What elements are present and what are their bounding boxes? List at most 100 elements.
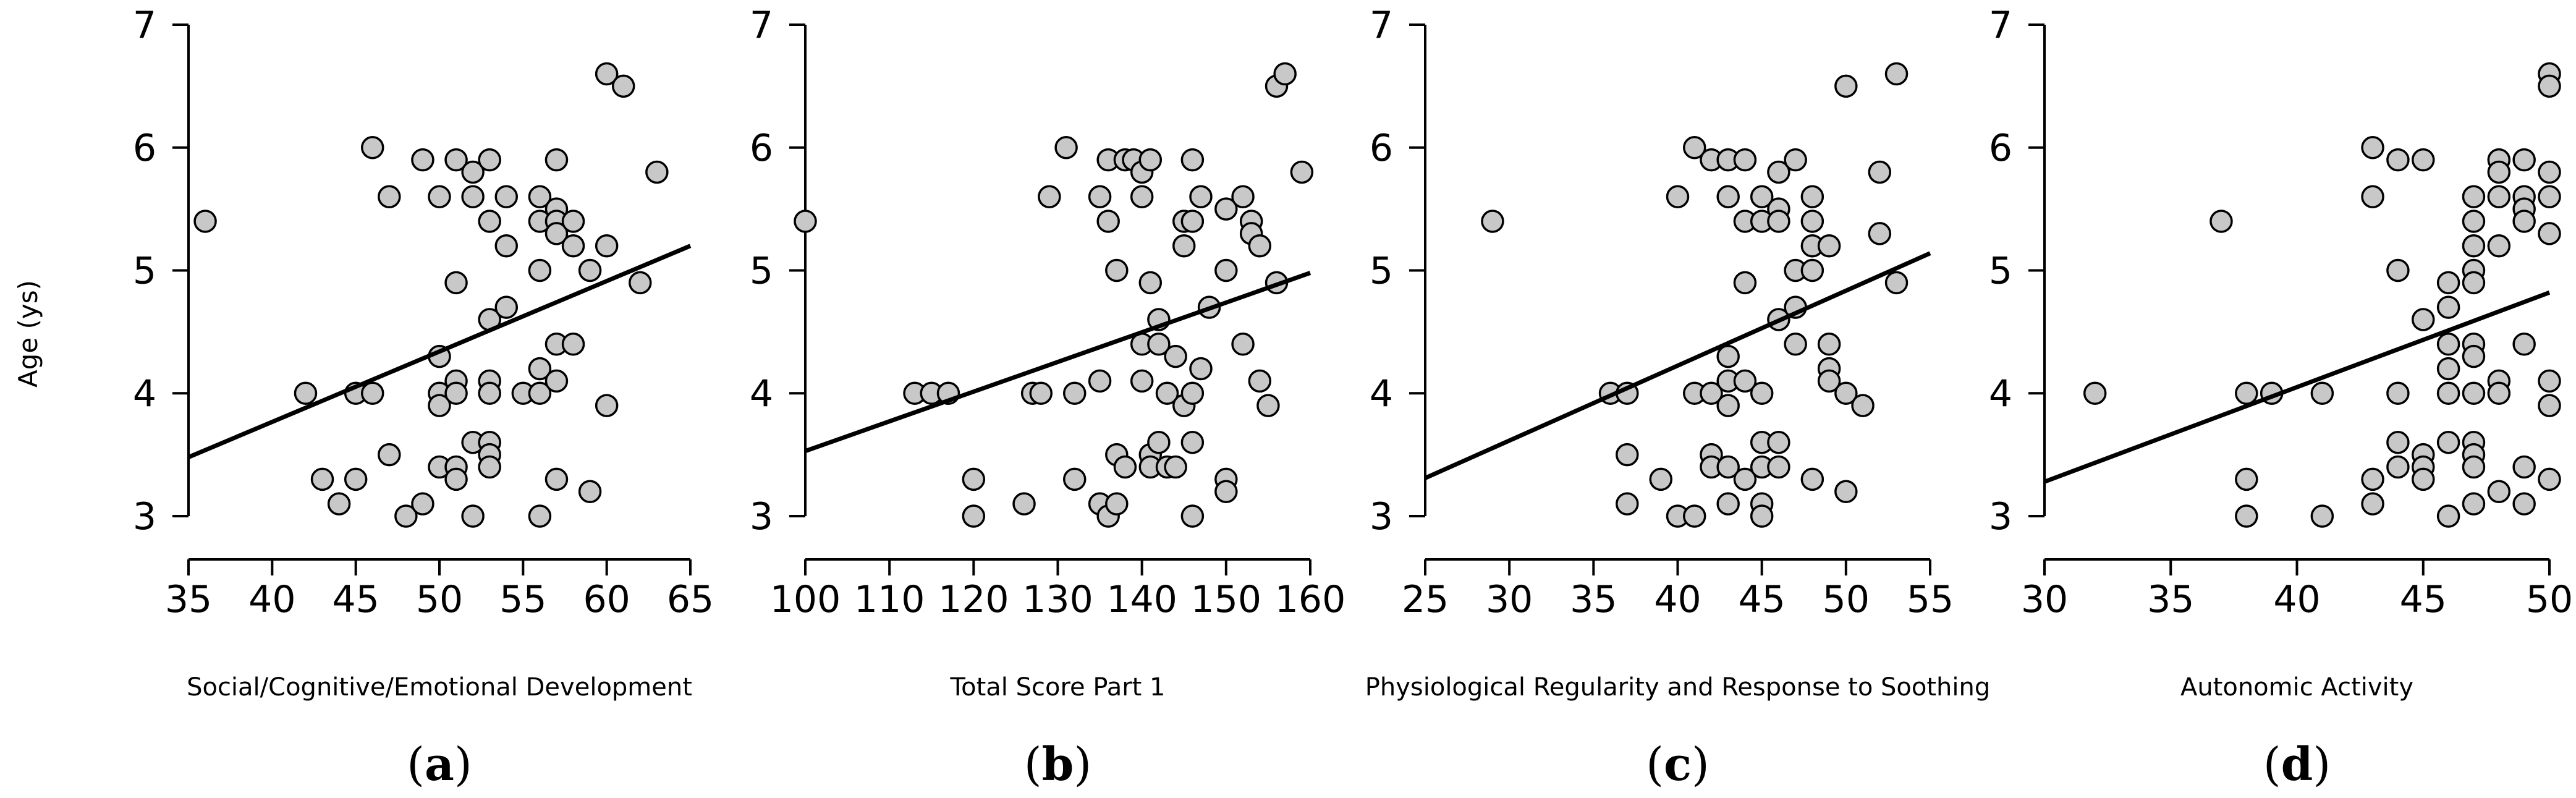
data-point xyxy=(2412,467,2435,491)
data-point xyxy=(794,210,817,233)
data-point xyxy=(1062,381,1087,405)
data-point xyxy=(2462,344,2486,368)
data-point xyxy=(1800,258,1824,282)
data-point xyxy=(327,492,351,516)
data-point xyxy=(629,271,652,295)
data-point xyxy=(645,160,669,184)
data-point xyxy=(2361,185,2384,208)
data-point xyxy=(1834,74,1858,98)
data-point xyxy=(544,369,569,393)
data-point xyxy=(1231,185,1255,208)
data-point xyxy=(2462,492,2486,516)
data-point xyxy=(1800,185,1824,208)
data-point xyxy=(1180,148,1205,172)
data-point xyxy=(2538,467,2561,491)
data-point xyxy=(1088,369,1112,393)
data-point xyxy=(1231,333,1255,356)
data-point xyxy=(1189,357,1213,381)
data-point xyxy=(461,185,485,208)
x-axis-label: Physiological Regularity and Response to… xyxy=(1365,673,1990,702)
data-point xyxy=(1750,185,1774,208)
data-point xyxy=(378,443,401,467)
data-point xyxy=(2462,185,2486,208)
data-point xyxy=(1616,443,1639,467)
data-point xyxy=(2386,455,2410,479)
data-point xyxy=(2462,271,2486,295)
data-point xyxy=(1884,62,1909,86)
panel-label: (b) xyxy=(1024,738,1092,791)
data-point xyxy=(1716,455,1740,479)
x-tick-label: 30 xyxy=(1486,578,1533,621)
data-point xyxy=(1012,492,1036,516)
data-point xyxy=(1180,504,1205,528)
data-point xyxy=(2412,148,2435,172)
data-point xyxy=(1649,467,1673,491)
data-point xyxy=(962,467,986,491)
data-point xyxy=(478,381,501,405)
data-point xyxy=(411,148,434,172)
data-point xyxy=(2361,467,2384,491)
data-point xyxy=(411,492,434,516)
data-point xyxy=(2436,381,2460,405)
data-point xyxy=(193,210,217,233)
x-tick-label: 35 xyxy=(2147,578,2194,621)
data-point xyxy=(2538,74,2561,98)
x-tick-label: 130 xyxy=(1022,578,1093,621)
data-point xyxy=(1884,271,1909,295)
data-point xyxy=(1767,210,1790,233)
trend-line xyxy=(1424,251,1931,480)
y-tick-label: 7 xyxy=(1370,4,1393,47)
y-tick-label: 7 xyxy=(1989,4,2012,47)
y-tick-label: 4 xyxy=(133,372,156,415)
data-point xyxy=(478,210,501,233)
data-point xyxy=(1868,160,1892,184)
data-point xyxy=(1834,381,1858,405)
data-point xyxy=(444,381,468,405)
data-point xyxy=(1682,136,1706,159)
data-point xyxy=(1062,467,1087,491)
x-axis-label: Social/Cognitive/Emotional Development xyxy=(187,673,692,702)
x-tick-label: 25 xyxy=(1402,578,1449,621)
data-point xyxy=(1113,455,1137,479)
data-point xyxy=(1700,381,1723,405)
data-point xyxy=(1273,62,1297,86)
data-point xyxy=(1817,369,1841,393)
y-tick-label: 3 xyxy=(1989,495,2012,538)
panel-label: (a) xyxy=(407,738,472,791)
data-point xyxy=(528,357,552,381)
trend-line xyxy=(804,271,1311,453)
data-point xyxy=(2210,210,2233,233)
data-point xyxy=(2462,210,2486,233)
y-tick-label: 6 xyxy=(750,127,773,170)
data-point xyxy=(1767,455,1790,479)
data-point xyxy=(1214,258,1238,282)
data-point xyxy=(2436,504,2460,528)
data-point xyxy=(2235,504,2258,528)
data-point xyxy=(1817,234,1841,258)
y-tick-label: 6 xyxy=(1370,127,1393,170)
y-tick-label: 5 xyxy=(133,250,156,293)
data-point xyxy=(2436,357,2460,381)
data-point xyxy=(2412,308,2435,331)
data-point xyxy=(428,185,451,208)
data-point xyxy=(1105,258,1129,282)
x-tick-label: 100 xyxy=(770,578,841,621)
data-point xyxy=(294,381,318,405)
x-tick-label: 160 xyxy=(1275,578,1346,621)
data-point xyxy=(444,148,468,172)
x-tick-label: 65 xyxy=(667,578,714,621)
data-point xyxy=(1784,333,1807,356)
data-point xyxy=(494,234,519,258)
data-point xyxy=(2310,381,2334,405)
data-point xyxy=(1716,185,1740,208)
data-point xyxy=(578,480,602,503)
data-point xyxy=(561,210,585,233)
data-point xyxy=(1248,369,1272,393)
y-tick-label: 5 xyxy=(750,250,773,293)
data-point xyxy=(1147,431,1171,454)
data-point xyxy=(2538,160,2561,184)
data-point xyxy=(2310,504,2334,528)
data-point xyxy=(461,504,485,528)
data-point xyxy=(360,136,384,159)
data-point xyxy=(561,234,585,258)
